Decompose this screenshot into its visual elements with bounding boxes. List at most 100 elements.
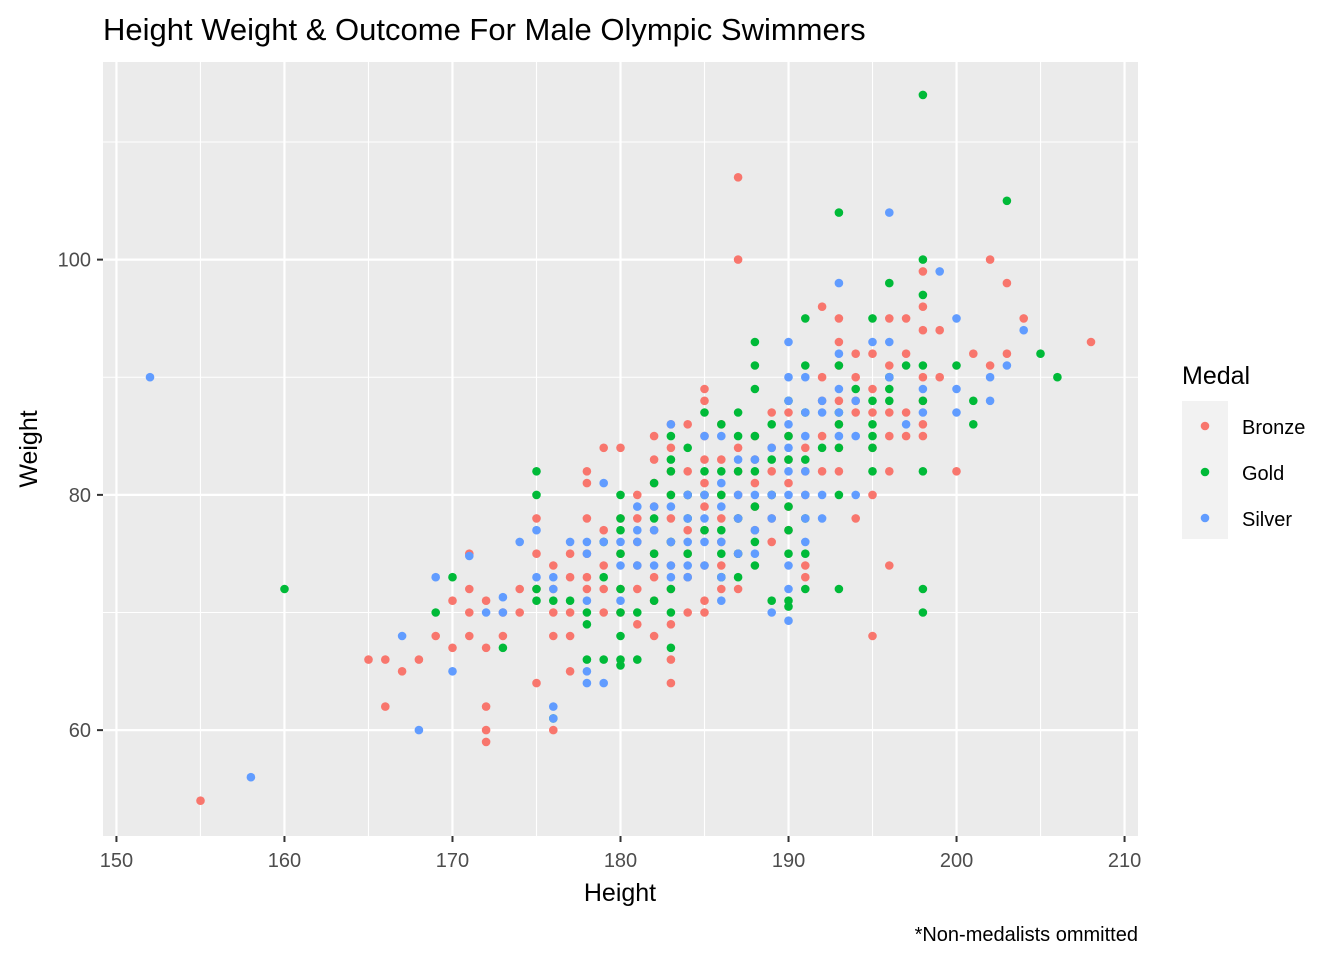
gold-point: [801, 549, 810, 558]
gold-point: [649, 478, 659, 488]
gold-point: [901, 361, 911, 370]
bronze-point: [431, 631, 441, 641]
silver-point: [801, 372, 810, 382]
gold-point: [616, 631, 625, 641]
gold-point: [868, 431, 877, 441]
silver-point: [952, 384, 961, 394]
bronze-point: [885, 361, 894, 370]
bronze-point: [481, 725, 491, 735]
silver-point: [599, 478, 608, 488]
bronze-point: [649, 455, 659, 464]
legend-label-bronze: Bronze: [1242, 417, 1305, 439]
gold-point: [616, 525, 625, 535]
gold-point: [616, 608, 625, 617]
silver-point: [666, 502, 676, 511]
silver-point: [633, 502, 642, 511]
silver-point: [817, 396, 827, 406]
bronze-point: [733, 255, 743, 264]
gold-point: [666, 490, 676, 500]
bronze-point: [868, 408, 877, 417]
bronze-point: [599, 561, 608, 570]
bronze-point: [717, 455, 726, 464]
silver-point: [700, 514, 709, 523]
silver-point: [549, 702, 558, 711]
bronze-point: [901, 431, 911, 441]
gold-point: [649, 514, 659, 523]
bronze-point: [414, 655, 424, 664]
silver-point: [666, 572, 676, 582]
gold-point: [717, 490, 726, 500]
legend-label-silver: Silver: [1242, 509, 1292, 531]
bronze-point: [885, 467, 894, 476]
bronze-point: [532, 514, 541, 523]
silver-point: [851, 490, 860, 500]
silver-point: [599, 678, 608, 688]
bronze-point: [767, 537, 776, 547]
silver-point: [532, 572, 541, 582]
silver-point: [784, 372, 793, 382]
bronze-point: [901, 314, 911, 323]
silver-point: [649, 525, 659, 535]
bronze-point: [700, 455, 709, 464]
gold-point: [918, 255, 928, 264]
gold-point: [532, 584, 541, 594]
gold-point: [868, 420, 877, 429]
silver-point: [582, 596, 592, 605]
bronze-point: [700, 478, 709, 488]
bronze-point: [481, 702, 491, 711]
bronze-point: [885, 561, 894, 570]
bronze-point: [397, 667, 407, 676]
silver-point: [599, 537, 608, 547]
silver-point: [834, 408, 844, 417]
bronze-point: [381, 655, 390, 664]
gold-point: [868, 443, 877, 453]
bronze-point: [666, 443, 676, 453]
bronze-point: [549, 608, 558, 617]
bronze-point: [985, 255, 995, 264]
silver-point: [717, 572, 726, 582]
silver-point: [767, 608, 776, 617]
legend-key-silver: [1200, 513, 1210, 523]
bronze-point: [868, 631, 877, 641]
bronze-point: [599, 443, 608, 453]
silver-point: [582, 549, 592, 558]
bronze-point: [465, 584, 474, 594]
bronze-point: [549, 631, 558, 641]
silver-point: [918, 408, 928, 417]
silver-point: [717, 478, 726, 488]
silver-point: [834, 349, 844, 359]
silver-point: [397, 631, 407, 641]
bronze-point: [952, 467, 961, 476]
gold-point: [834, 361, 844, 370]
silver-point: [498, 592, 508, 602]
gold-point: [750, 361, 760, 370]
bronze-point: [969, 349, 978, 359]
gold-point: [784, 431, 793, 441]
bronze-point: [599, 608, 608, 617]
gold-point: [767, 596, 776, 605]
caption: *Non-medalists ommitted: [915, 924, 1138, 946]
gold-point: [885, 396, 894, 406]
gold-point: [532, 490, 541, 500]
silver-point: [616, 537, 625, 547]
bronze-point: [196, 796, 205, 805]
x-tick-label: 180: [604, 850, 637, 872]
bronze-point: [851, 408, 860, 417]
silver-point: [515, 537, 524, 547]
silver-point: [582, 537, 592, 547]
bronze-point: [700, 502, 709, 511]
silver-point: [683, 572, 692, 582]
gold-point: [1053, 372, 1062, 382]
bronze-point: [666, 514, 676, 523]
gold-point: [582, 620, 592, 629]
x-tick-label: 190: [772, 850, 805, 872]
gold-point: [784, 525, 793, 535]
silver-point: [952, 408, 961, 417]
silver-point: [633, 537, 642, 547]
bronze-point: [817, 431, 827, 441]
silver-point: [683, 537, 692, 547]
bronze-point: [935, 325, 944, 335]
silver-point: [784, 490, 793, 500]
silver-point: [666, 561, 676, 570]
